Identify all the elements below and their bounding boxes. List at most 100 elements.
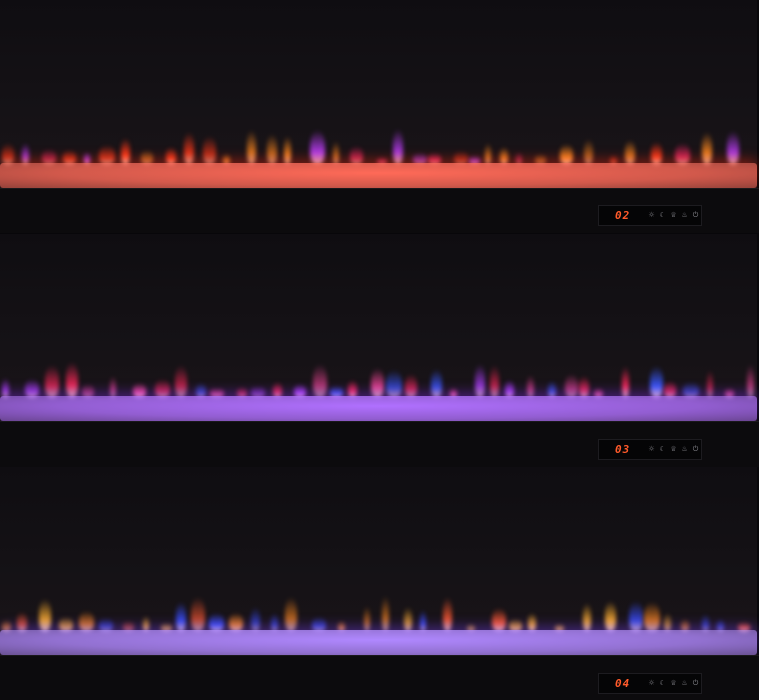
flame-icon[interactable]: ♕ xyxy=(670,679,677,687)
flame xyxy=(250,607,261,632)
flame xyxy=(582,602,591,632)
flame xyxy=(223,154,230,165)
flame xyxy=(484,143,492,165)
flame xyxy=(310,129,326,165)
flame xyxy=(246,130,256,165)
flame xyxy=(649,366,664,398)
flame xyxy=(364,605,371,632)
flame xyxy=(271,613,278,632)
flame xyxy=(651,142,662,165)
flame xyxy=(706,370,713,398)
flame xyxy=(251,386,265,398)
control-panel[interactable]: 04 ☼ ☾ ♕ ♨ ⏻ xyxy=(598,673,702,694)
flame xyxy=(405,374,417,398)
crystal-ember-bed xyxy=(0,630,757,655)
flame xyxy=(629,600,643,632)
fireplace-panel-mode-04: 04 ☼ ☾ ♕ ♨ ⏻ xyxy=(0,467,759,700)
control-icons: ☼ ☾ ♕ ♨ ⏻ xyxy=(646,445,701,454)
flame xyxy=(203,135,216,165)
power-icon[interactable]: ⏻ xyxy=(692,211,699,219)
flame xyxy=(621,365,630,398)
flame xyxy=(594,387,604,398)
flame xyxy=(559,144,574,165)
flame xyxy=(109,375,117,398)
flame xyxy=(467,623,475,632)
flame xyxy=(312,617,326,632)
flame xyxy=(674,143,690,165)
fireplace-panel-mode-03: 03 ☼ ☾ ♕ ♨ ⏻ xyxy=(0,234,759,467)
flame xyxy=(382,596,389,632)
flame xyxy=(332,141,340,165)
flame xyxy=(427,152,441,165)
timer-moon-icon[interactable]: ☾ xyxy=(659,679,666,687)
firebox xyxy=(0,467,757,655)
flame xyxy=(183,132,195,165)
flame xyxy=(564,373,578,398)
flame xyxy=(727,131,739,165)
flame xyxy=(210,388,224,398)
mode-display: 03 xyxy=(615,443,631,456)
flame xyxy=(123,621,134,632)
flame xyxy=(208,613,224,632)
flame xyxy=(624,140,636,165)
heat-icon[interactable]: ♨ xyxy=(681,445,688,453)
flame xyxy=(175,601,186,632)
flame xyxy=(419,610,426,632)
heat-icon[interactable]: ♨ xyxy=(681,211,688,219)
flame xyxy=(330,386,344,398)
flame xyxy=(82,384,94,398)
timer-moon-icon[interactable]: ☾ xyxy=(659,211,666,219)
flame xyxy=(17,612,27,632)
flame xyxy=(443,597,453,632)
flame xyxy=(155,378,170,398)
flame xyxy=(121,138,130,165)
flame xyxy=(555,623,565,632)
flame xyxy=(349,145,363,165)
flame xyxy=(515,152,522,165)
flame xyxy=(59,616,73,632)
control-panel[interactable]: 02 ☼ ☾ ♕ ♨ ⏻ xyxy=(598,205,702,226)
flame xyxy=(413,153,428,165)
mode-display: 02 xyxy=(615,209,631,222)
flame-icon[interactable]: ♕ xyxy=(670,211,677,219)
flame xyxy=(468,156,481,165)
mode-display: 04 xyxy=(615,677,631,690)
power-icon[interactable]: ⏻ xyxy=(692,679,699,687)
flame xyxy=(453,150,468,165)
flame xyxy=(83,152,91,165)
flame xyxy=(161,623,173,632)
flame xyxy=(99,617,113,632)
crystal-ember-bed xyxy=(0,396,757,421)
flame xyxy=(535,153,547,165)
flame xyxy=(610,154,617,165)
flame xyxy=(25,379,39,398)
control-panel[interactable]: 03 ☼ ☾ ♕ ♨ ⏻ xyxy=(598,439,702,460)
flame xyxy=(41,149,56,165)
flame-icon[interactable]: ♕ xyxy=(670,445,677,453)
flame xyxy=(527,374,534,398)
brightness-icon[interactable]: ☼ xyxy=(648,445,655,453)
flame xyxy=(2,619,12,632)
power-icon[interactable]: ⏻ xyxy=(692,445,699,453)
flame xyxy=(65,362,79,398)
flame xyxy=(643,601,660,632)
brightness-icon[interactable]: ☼ xyxy=(648,679,655,687)
flame xyxy=(392,129,404,165)
timer-moon-icon[interactable]: ☾ xyxy=(659,445,666,453)
flame xyxy=(132,383,147,398)
flame xyxy=(386,370,403,398)
flame xyxy=(663,381,677,398)
flame xyxy=(491,607,506,632)
flame xyxy=(578,376,590,398)
flame xyxy=(738,621,751,632)
flame xyxy=(175,364,187,398)
flame xyxy=(583,139,593,165)
brightness-icon[interactable]: ☼ xyxy=(648,211,655,219)
control-icons: ☼ ☾ ♕ ♨ ⏻ xyxy=(646,679,701,688)
flame xyxy=(370,367,384,398)
flame xyxy=(45,365,59,398)
flame xyxy=(2,377,9,398)
heat-icon[interactable]: ♨ xyxy=(681,679,688,687)
flame xyxy=(141,150,153,165)
